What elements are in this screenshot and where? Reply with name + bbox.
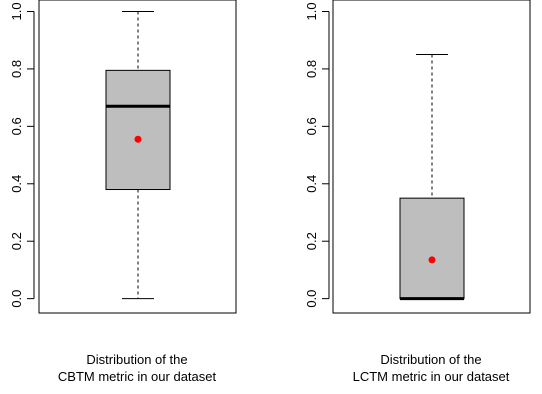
cbtm-y-tick-label: 0.8 [9,60,24,78]
lctm-y-tick-label: 0.8 [304,60,319,78]
lctm-plot-frame [332,0,531,314]
lctm-y-tick-label: 0.0 [304,290,319,308]
lctm-y-tick-label: 0.2 [304,232,319,250]
cbtm-iqr-box [105,69,171,191]
cbtm-y-tick-label: 0.6 [9,117,24,135]
lctm-boxplot-panel: 0.0 0.2 0.4 0.6 0.8 1.0 [304,0,531,314]
lctm-y-tick-label: 0.4 [304,175,319,193]
lctm-mean-point [428,256,436,264]
cbtm-plot-frame [38,0,237,314]
lctm-y-tick-label: 1.0 [304,2,319,20]
lctm-iqr-box [399,197,465,300]
cbtm-y-tick-label: 0.4 [9,175,24,193]
cbtm-mean-point [134,135,142,143]
cbtm-caption-line2: CBTM metric in our dataset [57,369,217,384]
cbtm-boxplot-panel: 0.0 0.2 0.4 0.6 0.8 1.0 [9,0,237,314]
cbtm-caption-line1: Distribution of the [86,352,188,367]
cbtm-y-tick-label: 0.0 [9,290,24,308]
cbtm-y-tick-label: 1.0 [9,2,24,20]
lctm-y-tick-label: 0.6 [304,117,319,135]
lctm-caption-line2: LCTM metric in our dataset [352,369,510,384]
lctm-caption-line1: Distribution of the [380,352,482,367]
lctm-caption: Distribution of the LCTM metric in our d… [311,351,542,385]
cbtm-caption: Distribution of the CBTM metric in our d… [17,351,257,385]
cbtm-y-tick-label: 0.2 [9,232,24,250]
